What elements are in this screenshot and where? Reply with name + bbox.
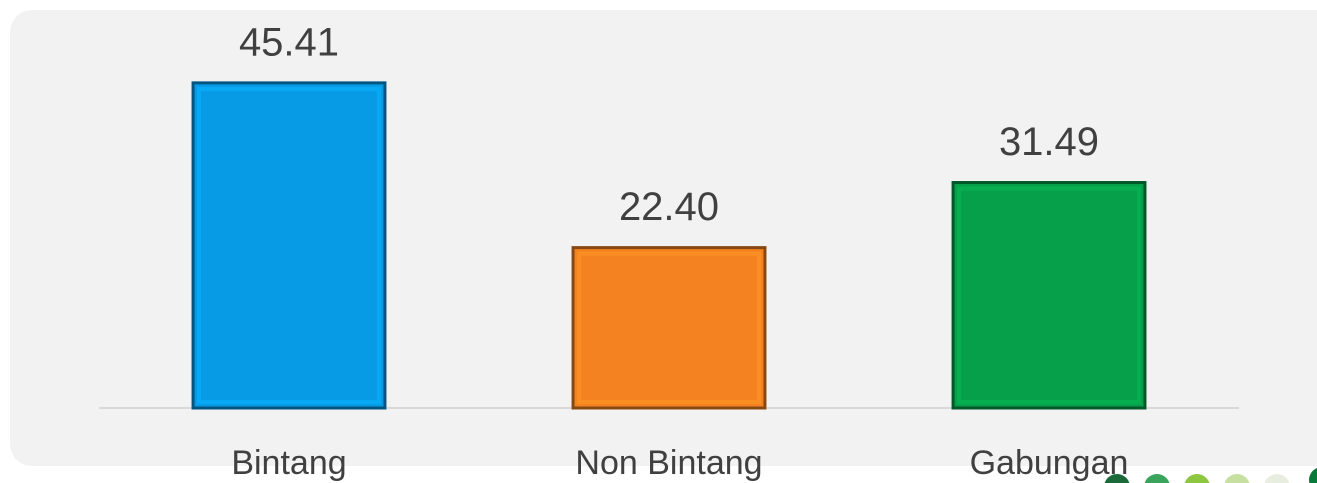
decor-dots [1104,468,1317,483]
dot [1144,474,1170,483]
dot [1184,474,1210,483]
value-label: 22.40 [619,185,719,229]
value-label: 45.41 [239,20,339,64]
bar-bevel [577,251,761,404]
value-label: 31.49 [999,120,1099,164]
x-tick-label: Bintang [231,444,346,482]
dot [1264,474,1290,483]
dot [1309,468,1317,483]
dot [1104,474,1130,483]
bar-bevel [957,186,1141,404]
bar [191,81,387,410]
x-tick-label: Non Bintang [575,444,762,482]
dot [1224,474,1250,483]
bar [571,246,767,410]
bar-bevel [197,86,381,404]
bar [951,181,1147,410]
x-tick-label: Gabungan [970,444,1129,482]
